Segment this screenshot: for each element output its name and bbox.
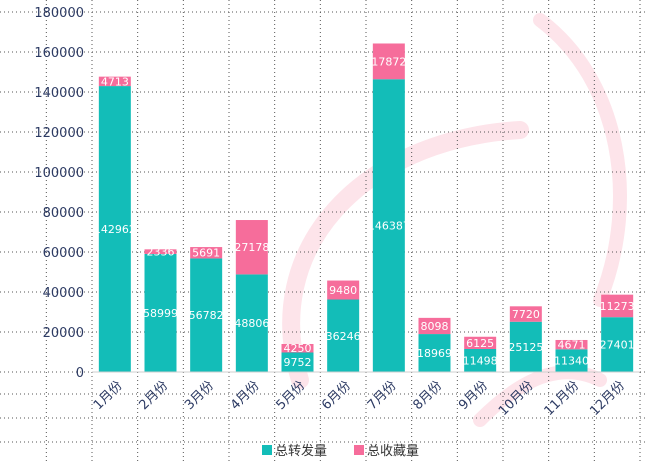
legend-label-series-1: 总转发量 xyxy=(275,443,327,459)
data-label-series-2: 8098 xyxy=(421,320,449,333)
data-label-series-1: 58999 xyxy=(143,307,178,320)
y-tick-label: 100000 xyxy=(34,166,84,181)
y-tick-label: 160000 xyxy=(34,46,84,61)
y-tick-label: 0 xyxy=(76,366,84,381)
y-axis: 0 20000 40000 60000 80000 100000 120000 140000 1… xyxy=(34,6,84,381)
bar-segment-series-2[interactable] xyxy=(372,43,405,80)
bar-segment-series-2[interactable] xyxy=(418,317,451,335)
bars xyxy=(98,43,634,373)
data-label-series-2: 4671 xyxy=(558,339,586,352)
data-label-series-2: 11273 xyxy=(600,300,635,313)
legend-label-series-2: 总收藏量 xyxy=(367,444,419,459)
data-label-series-1: 142962 xyxy=(94,223,136,236)
bar-segment-series-1[interactable] xyxy=(144,254,177,372)
data-label-series-1: 11498 xyxy=(463,355,498,368)
bar-segment-series-1[interactable] xyxy=(327,299,360,372)
data-label-series-1: 11340 xyxy=(554,355,589,368)
data-label-series-1: 48806 xyxy=(234,317,269,330)
bar-segment-series-1[interactable] xyxy=(281,352,314,372)
data-label-series-2: 6125 xyxy=(466,337,494,350)
data-label-series-2: 27178 xyxy=(234,241,269,254)
bar-segment-series-2[interactable] xyxy=(235,220,268,275)
y-tick-label: 60000 xyxy=(43,246,84,261)
legend-swatch-series-1 xyxy=(262,445,272,455)
bar-segment-series-2[interactable] xyxy=(464,336,497,350)
y-tick-label: 180000 xyxy=(34,6,84,21)
x-tick-label: 2月份 xyxy=(136,378,171,413)
bar-segment-series-2[interactable] xyxy=(190,247,223,259)
bar-segment-series-2[interactable] xyxy=(555,339,588,350)
bar-segment-series-1[interactable] xyxy=(601,317,634,372)
x-tick-label: 3月份 xyxy=(182,378,217,413)
data-label-series-2: 9480 xyxy=(329,284,357,297)
y-tick-label: 40000 xyxy=(43,286,84,301)
watermark-arc xyxy=(533,13,627,307)
data-label-series-2: 7720 xyxy=(512,308,540,321)
x-tick-label: 11月份 xyxy=(542,378,583,419)
watermark-arc xyxy=(282,121,529,389)
data-label-series-1: 27401 xyxy=(600,339,635,352)
y-tick-label: 120000 xyxy=(34,126,84,141)
bar-segment-series-2[interactable] xyxy=(509,306,542,322)
y-tick-label: 20000 xyxy=(43,326,84,341)
data-label-series-1: 146387 xyxy=(368,220,410,233)
legend-swatch-series-2 xyxy=(354,445,364,455)
data-labels: 142962 4713 58999 2336 56782 5691 48806 27178 97… xyxy=(94,55,635,369)
watermark-decoration xyxy=(282,13,627,427)
data-label-series-2: 4713 xyxy=(101,75,129,88)
watermark-arc xyxy=(473,365,607,427)
y-tick-label: 80000 xyxy=(43,206,84,221)
data-label-series-2: 5691 xyxy=(192,247,220,260)
bar-segment-series-1[interactable] xyxy=(372,79,405,372)
bar-segment-series-2[interactable] xyxy=(281,343,314,353)
data-label-series-1: 18969 xyxy=(417,347,452,360)
bar-segment-series-1[interactable] xyxy=(190,258,223,372)
x-tick-label: 8月份 xyxy=(410,378,445,413)
x-tick-label: 6月份 xyxy=(319,378,354,413)
bar-segment-series-1[interactable] xyxy=(235,274,268,372)
bar-segment-series-1[interactable] xyxy=(418,334,451,372)
data-label-series-2: 4250 xyxy=(284,342,312,355)
x-tick-label: 4月份 xyxy=(228,378,263,413)
legend[interactable]: 总转发量 总收藏量 xyxy=(262,443,419,459)
bar-segment-series-1[interactable] xyxy=(464,349,497,372)
bar-segment-series-1[interactable] xyxy=(98,86,131,373)
bar-segment-series-2[interactable] xyxy=(98,76,131,87)
data-label-series-2: 2336 xyxy=(147,246,175,259)
bar-segment-series-2[interactable] xyxy=(144,249,177,255)
y-tick-label: 140000 xyxy=(34,86,84,101)
data-label-series-1: 56782 xyxy=(189,309,224,322)
data-label-series-1: 9752 xyxy=(284,356,312,369)
bar-segment-series-2[interactable] xyxy=(601,294,634,318)
x-tick-label: 1月份 xyxy=(91,378,126,413)
data-label-series-1: 25125 xyxy=(508,341,543,354)
bar-segment-series-2[interactable] xyxy=(327,280,360,300)
data-label-series-1: 36246 xyxy=(326,330,361,343)
bar-segment-series-1[interactable] xyxy=(555,349,588,372)
bar-segment-series-1[interactable] xyxy=(509,321,542,372)
data-label-series-2: 17872 xyxy=(371,55,406,68)
x-tick-label: 7月份 xyxy=(365,378,400,413)
